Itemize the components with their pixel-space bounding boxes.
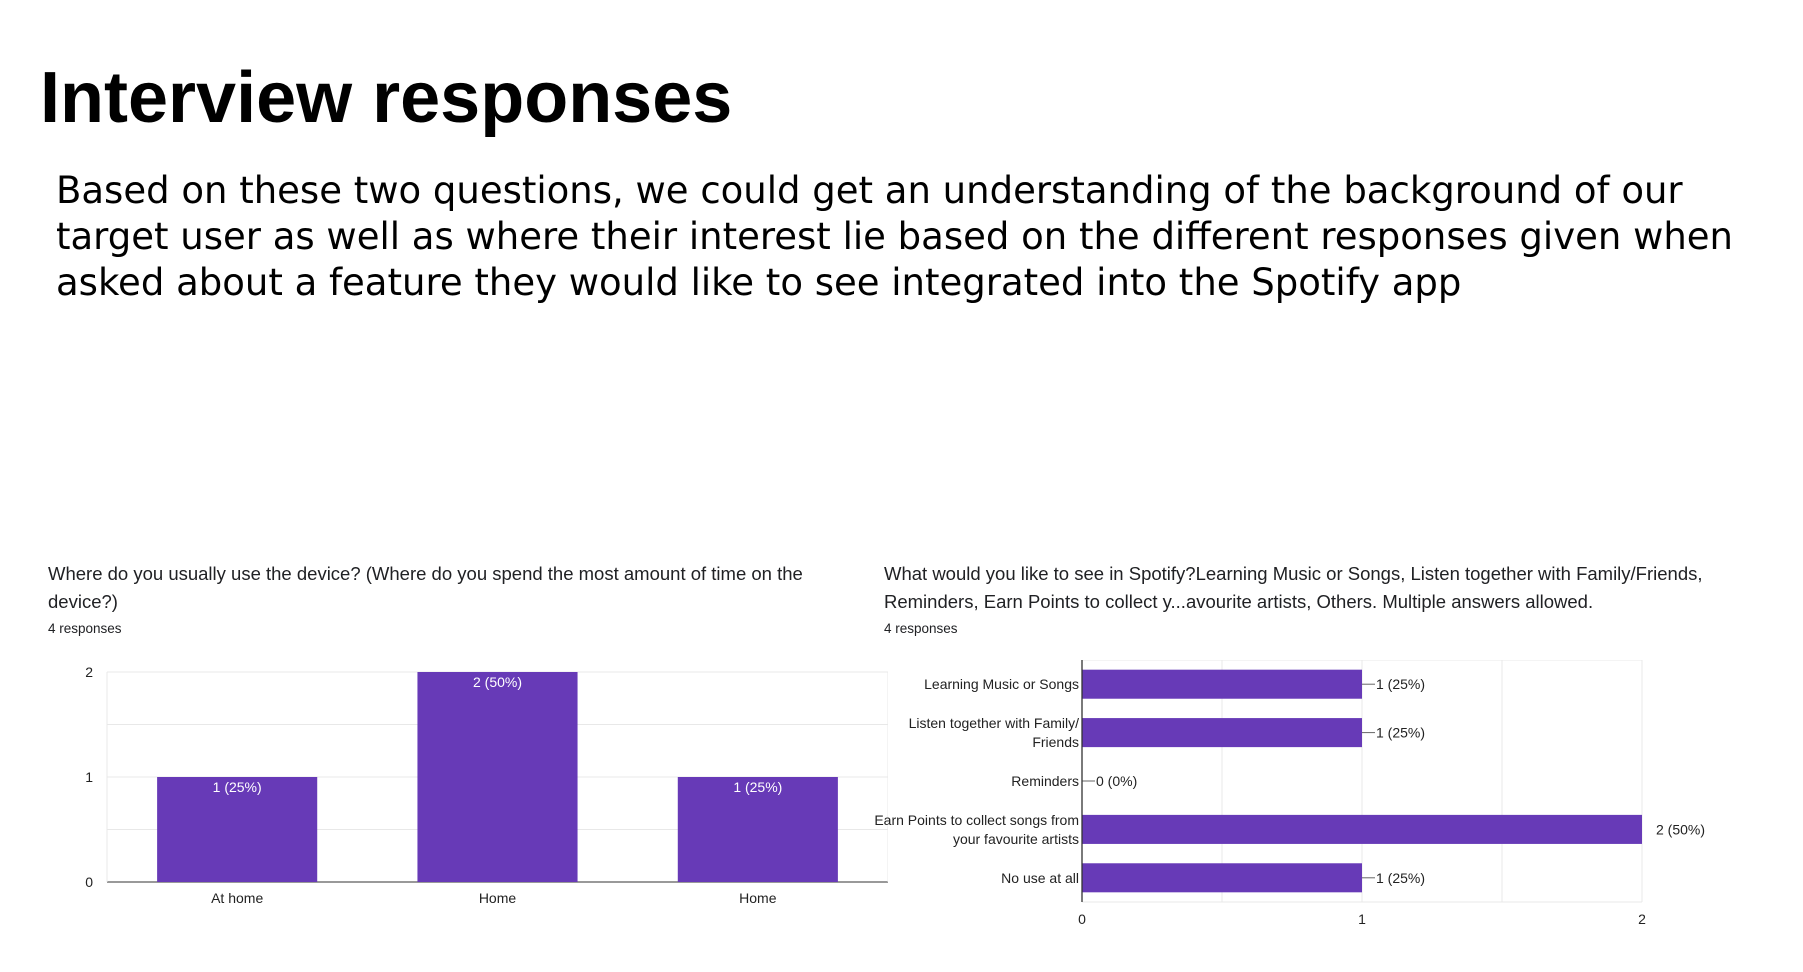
category-label: Learning Music or Songs [924, 676, 1079, 692]
chart-title: What would you like to see in Spotify?Le… [884, 563, 1703, 612]
chart-panel-device-location: Where do you usually use the device? (Wh… [48, 560, 888, 920]
response-count: 4 responses [48, 621, 122, 636]
x-tick-label: 0 [1078, 911, 1086, 927]
x-tick-label: Home [479, 890, 517, 906]
x-tick-label: 2 [1638, 911, 1646, 927]
y-tick-label: 0 [85, 874, 93, 890]
bar [677, 777, 838, 882]
bar [417, 672, 578, 882]
bar [1082, 863, 1362, 893]
y-tick-label: 1 [85, 769, 93, 785]
chart-panel-spotify-features: What would you like to see in Spotify?Le… [874, 560, 1744, 940]
bar [1082, 814, 1642, 844]
x-tick-label: Home [739, 890, 777, 906]
bar [1082, 669, 1362, 699]
chart-title: Where do you usually use the device? (Wh… [48, 563, 803, 612]
bar [157, 777, 318, 882]
data-label: 1 (25%) [733, 779, 782, 795]
x-tick-label: 1 [1358, 911, 1366, 927]
category-label: Earn Points to collect songs from [874, 812, 1079, 828]
data-label: 2 (50%) [473, 674, 522, 690]
data-label: 0 (0%) [1096, 773, 1137, 789]
response-count: 4 responses [884, 621, 958, 636]
slide-body-text: Based on these two questions, we could g… [56, 169, 1733, 304]
category-label: No use at all [1001, 870, 1079, 886]
data-label: 2 (50%) [1656, 821, 1705, 837]
category-label: Reminders [1011, 773, 1079, 789]
category-label: your favourite artists [953, 831, 1079, 847]
x-tick-label: At home [211, 890, 263, 906]
data-label: 1 (25%) [213, 779, 262, 795]
category-label: Friends [1032, 734, 1079, 750]
y-tick-label: 2 [85, 664, 93, 680]
data-label: 1 (25%) [1376, 676, 1425, 692]
data-label: 1 (25%) [1376, 870, 1425, 886]
category-label: Listen together with Family/ [909, 715, 1080, 731]
horizontal-bar-chart: Learning Music or Songs 1 (25%) Listen tog… [874, 660, 1705, 927]
vertical-bar-chart: 0 1 2 1 (25%) At home 2 (50%) Home 1 (25%) Home [85, 664, 888, 906]
slide-title: Interview responses [40, 58, 733, 138]
data-label: 1 (25%) [1376, 725, 1425, 741]
bar [1082, 718, 1362, 748]
